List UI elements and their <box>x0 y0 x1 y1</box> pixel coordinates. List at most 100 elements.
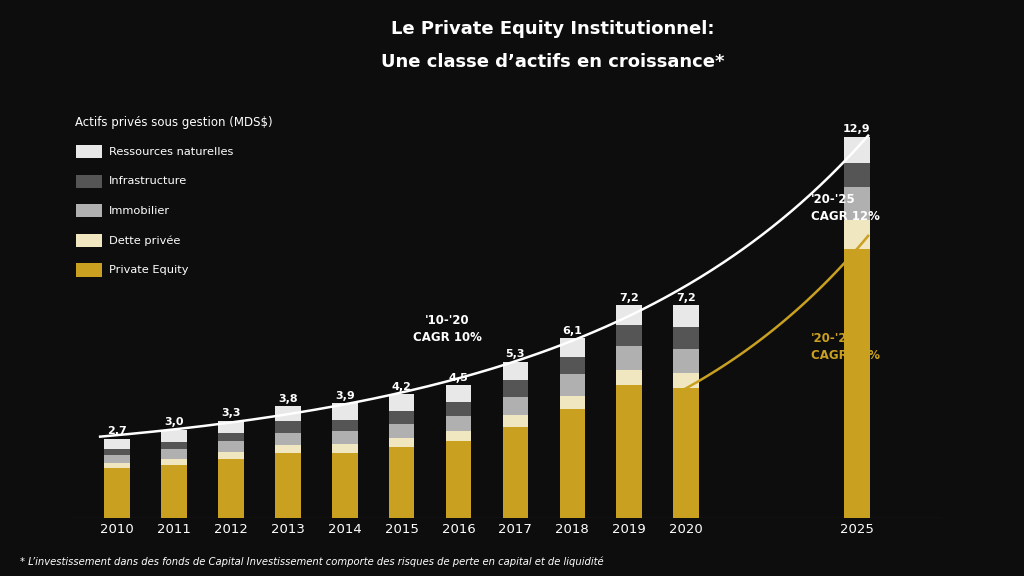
Text: 3,9: 3,9 <box>335 391 354 401</box>
Text: 1,8: 1,8 <box>165 493 183 503</box>
Bar <box>332 403 357 420</box>
Bar <box>275 445 301 453</box>
Text: '20-'25
CAGR 12%: '20-'25 CAGR 12% <box>811 193 880 223</box>
Text: Ressources naturelles: Ressources naturelles <box>109 147 233 157</box>
Bar <box>445 441 471 518</box>
Bar <box>844 137 869 164</box>
Text: '10-'20
CAGR 10%: '10-'20 CAGR 10% <box>413 314 481 344</box>
Bar <box>332 453 357 518</box>
Bar <box>674 348 699 373</box>
Bar <box>218 421 244 433</box>
Text: 1,7: 1,7 <box>108 494 127 505</box>
Bar <box>616 305 642 325</box>
Text: 2,2: 2,2 <box>336 488 354 499</box>
Bar <box>275 433 301 445</box>
Bar <box>218 441 244 452</box>
Bar <box>76 234 101 247</box>
Bar <box>503 415 528 427</box>
Bar <box>674 388 699 518</box>
Text: Dette privée: Dette privée <box>109 235 180 245</box>
Bar <box>332 445 357 453</box>
Text: Le Private Equity Institutionnel:: Le Private Equity Institutionnel: <box>391 20 715 38</box>
Bar <box>162 449 187 458</box>
Bar <box>104 438 130 449</box>
Bar <box>76 175 101 188</box>
Bar <box>445 416 471 431</box>
Bar <box>559 409 585 518</box>
Bar <box>503 380 528 396</box>
Bar <box>332 420 357 431</box>
Bar <box>503 427 528 518</box>
Text: 2,6: 2,6 <box>450 484 468 494</box>
Text: 7,2: 7,2 <box>676 293 696 303</box>
Bar <box>275 406 301 422</box>
Bar <box>445 403 471 416</box>
Bar <box>844 164 869 187</box>
Bar <box>445 385 471 403</box>
Text: 3,8: 3,8 <box>279 393 298 404</box>
Bar <box>275 453 301 518</box>
Bar <box>616 370 642 385</box>
Text: 4,5: 4,5 <box>449 373 468 383</box>
Bar <box>389 411 415 424</box>
Text: 7,2: 7,2 <box>620 293 639 303</box>
Bar <box>162 442 187 449</box>
Text: 3,7: 3,7 <box>563 472 582 482</box>
Bar <box>332 431 357 445</box>
Text: 3,0: 3,0 <box>164 417 184 427</box>
Bar <box>503 362 528 380</box>
Bar <box>76 263 101 276</box>
Text: 3,1: 3,1 <box>506 479 524 488</box>
Bar <box>674 305 699 327</box>
Bar <box>844 187 869 219</box>
Bar <box>76 204 101 218</box>
Bar <box>389 424 415 438</box>
Bar <box>559 357 585 374</box>
Bar <box>162 465 187 518</box>
Bar <box>162 430 187 442</box>
Text: Actifs privés sous gestion (MDS$): Actifs privés sous gestion (MDS$) <box>75 116 272 129</box>
Text: 3,3: 3,3 <box>221 408 241 418</box>
Bar <box>104 456 130 463</box>
Bar <box>445 431 471 441</box>
Bar <box>218 459 244 518</box>
Text: * L’investissement dans des fonds de Capital Investissement comporte des risques: * L’investissement dans des fonds de Cap… <box>20 557 604 567</box>
Bar <box>674 373 699 388</box>
Bar <box>844 249 869 518</box>
Text: 2,2: 2,2 <box>279 488 297 499</box>
Bar <box>218 433 244 441</box>
Text: '20-'25
CAGR 16%: '20-'25 CAGR 16% <box>811 332 881 362</box>
Bar <box>559 338 585 357</box>
Bar <box>104 463 130 468</box>
Bar <box>616 325 642 346</box>
Text: Une classe d’actifs en croissance*: Une classe d’actifs en croissance* <box>381 53 725 71</box>
Text: Immobilier: Immobilier <box>109 206 170 216</box>
Text: 2,7: 2,7 <box>108 426 127 436</box>
Bar <box>389 438 415 448</box>
Bar <box>674 327 699 348</box>
Bar <box>844 219 869 249</box>
Bar <box>218 452 244 459</box>
Text: Private Equity: Private Equity <box>109 265 188 275</box>
Text: 12,9: 12,9 <box>843 124 870 134</box>
Bar <box>275 422 301 433</box>
Text: 4,2: 4,2 <box>392 382 412 392</box>
Bar <box>616 385 642 518</box>
Text: 4,5: 4,5 <box>620 463 639 473</box>
Bar <box>389 448 415 518</box>
Bar <box>559 396 585 409</box>
Text: 2,0: 2,0 <box>222 491 241 501</box>
Text: 5,3: 5,3 <box>506 349 525 359</box>
Bar <box>616 346 642 370</box>
Text: 9,1: 9,1 <box>848 411 866 421</box>
Text: 4,4: 4,4 <box>677 464 695 474</box>
Bar <box>503 396 528 415</box>
Text: Infrastructure: Infrastructure <box>109 176 187 186</box>
Bar <box>104 468 130 518</box>
Text: 2,4: 2,4 <box>392 486 411 497</box>
Bar <box>104 449 130 456</box>
Bar <box>389 394 415 411</box>
Bar <box>162 458 187 465</box>
Text: 6,1: 6,1 <box>562 325 583 336</box>
Bar <box>559 374 585 396</box>
